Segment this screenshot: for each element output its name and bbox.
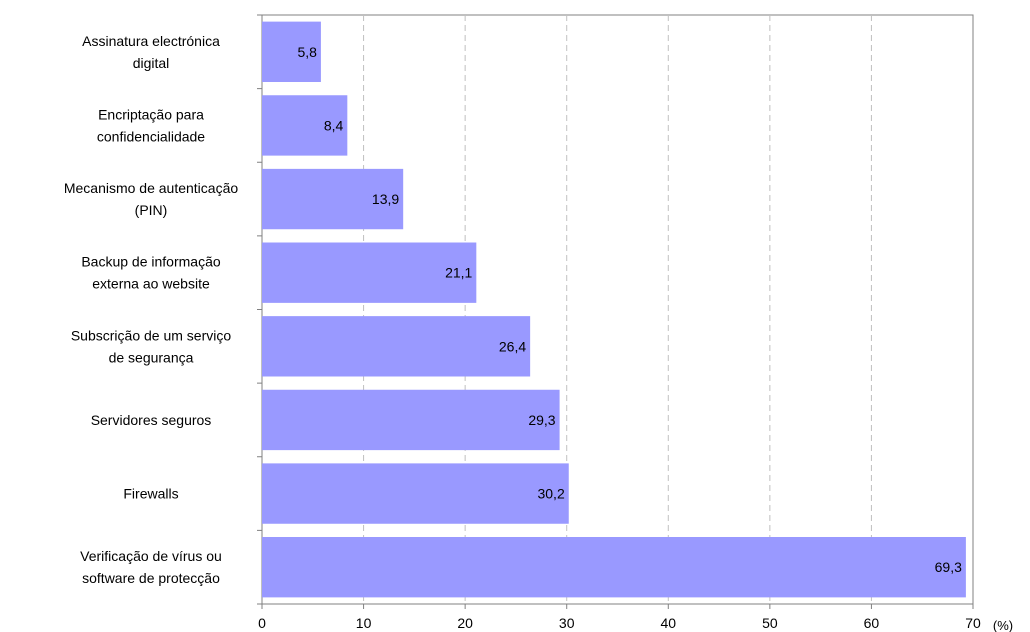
x-tick-label-70: 70 [965, 615, 981, 631]
bar-1 [262, 95, 348, 156]
category-label-0-line-0: Assinatura electrónica [82, 33, 220, 49]
value-label-0: 5,8 [297, 44, 317, 60]
category-label-1-line-0: Encriptação para [98, 106, 204, 122]
x-tick-label-20: 20 [457, 615, 473, 631]
category-label-1-line-1: confidencialidade [97, 128, 205, 144]
bar-0 [262, 21, 321, 82]
x-tick-label-30: 30 [559, 615, 575, 631]
category-label-5-line-0: Servidores seguros [91, 412, 212, 428]
x-unit-label: (%) [993, 618, 1013, 632]
category-label-7-line-1: software de protecção [82, 570, 220, 586]
bar-4 [262, 316, 531, 377]
category-label-2-line-1: (PIN) [135, 202, 168, 218]
value-label-4: 26,4 [499, 338, 526, 354]
category-label-4-line-1: de segurança [109, 349, 194, 365]
value-label-2: 13,9 [372, 191, 399, 207]
category-label-0-line-1: digital [133, 55, 170, 71]
bar-6 [262, 463, 569, 524]
x-tick-label-50: 50 [762, 615, 778, 631]
bar-3 [262, 242, 477, 303]
category-label-7-line-0: Verificação de vírus ou [80, 548, 222, 564]
category-label-3-line-1: externa ao website [92, 276, 210, 292]
bar-7 [262, 537, 966, 598]
value-label-7: 69,3 [935, 559, 962, 575]
x-tick-label-10: 10 [356, 615, 372, 631]
x-tick-label-60: 60 [864, 615, 880, 631]
category-label-6-line-0: Firewalls [123, 486, 178, 502]
value-label-3: 21,1 [445, 265, 472, 281]
category-label-2-line-0: Mecanismo de autenticação [64, 180, 239, 196]
category-label-4-line-0: Subscrição de um serviço [71, 327, 232, 343]
bar-5 [262, 389, 560, 451]
value-label-1: 8,4 [324, 117, 344, 133]
x-tick-label-0: 0 [258, 615, 266, 631]
bar-2 [262, 168, 404, 230]
category-label-3-line-0: Backup de informação [81, 254, 221, 270]
value-label-6: 30,2 [537, 486, 564, 502]
value-label-5: 29,3 [528, 412, 555, 428]
x-tick-label-40: 40 [660, 615, 676, 631]
